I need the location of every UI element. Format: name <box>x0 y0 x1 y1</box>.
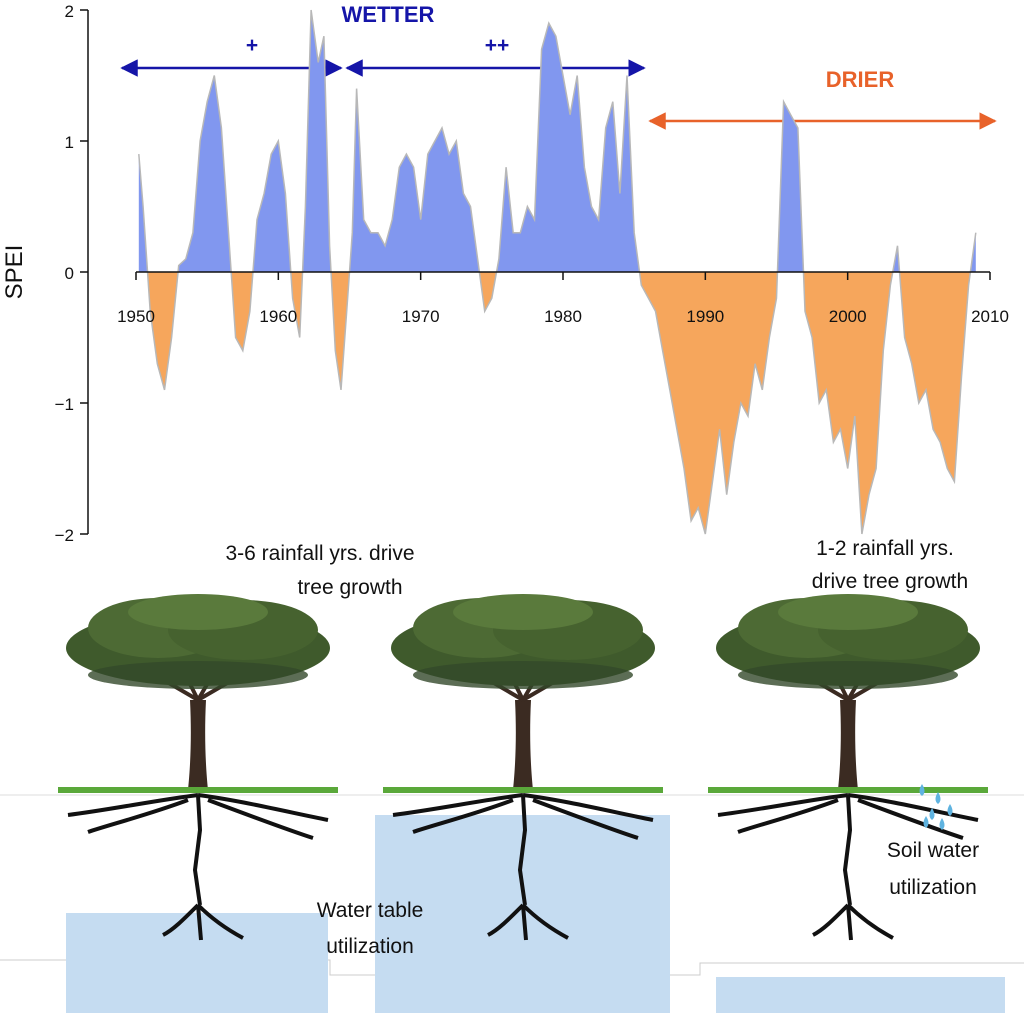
annotation: utilization <box>889 876 977 899</box>
y-axis-label: SPEI <box>1 245 28 300</box>
tree <box>56 592 340 942</box>
y-tick-label: −1 <box>55 395 74 414</box>
water-table <box>716 977 1005 1013</box>
x-tick-label: 1970 <box>402 307 440 326</box>
plot: −2 −1 0 1 2 1950 1960 1970 1980 1990 2000 2010 <box>55 2 1009 545</box>
annotation: ++ <box>485 34 510 57</box>
negative-area <box>138 272 976 534</box>
annotation: tree growth <box>297 576 402 599</box>
x-tick-label: 1960 <box>259 307 297 326</box>
raindrops <box>919 784 953 830</box>
y-tick-label: 1 <box>65 133 74 152</box>
water-table <box>66 913 328 1013</box>
positive-area <box>138 10 976 272</box>
annotation: DRIER <box>826 67 895 92</box>
series-line <box>138 9 977 535</box>
annotation: + <box>246 34 258 57</box>
annotation: 1-2 rainfall yrs. <box>816 537 954 560</box>
annotation: Water table <box>317 899 424 922</box>
x-tick-label: 1990 <box>686 307 724 326</box>
annotation: WETTER <box>342 2 435 27</box>
y-tick-label: 2 <box>65 2 74 21</box>
y-tick-label: 0 <box>65 264 74 283</box>
annotation: drive tree growth <box>812 570 968 593</box>
x-tick-label: 2010 <box>971 307 1009 326</box>
annotation: 3-6 rainfall yrs. drive <box>225 542 414 565</box>
y-tick-label: −2 <box>55 526 74 545</box>
x-tick-label: 1980 <box>544 307 582 326</box>
x-tick-label: 2000 <box>829 307 867 326</box>
x-tick-label: 1950 <box>117 307 155 326</box>
annotation: Soil water <box>887 839 979 862</box>
annotation: utilization <box>326 935 414 958</box>
